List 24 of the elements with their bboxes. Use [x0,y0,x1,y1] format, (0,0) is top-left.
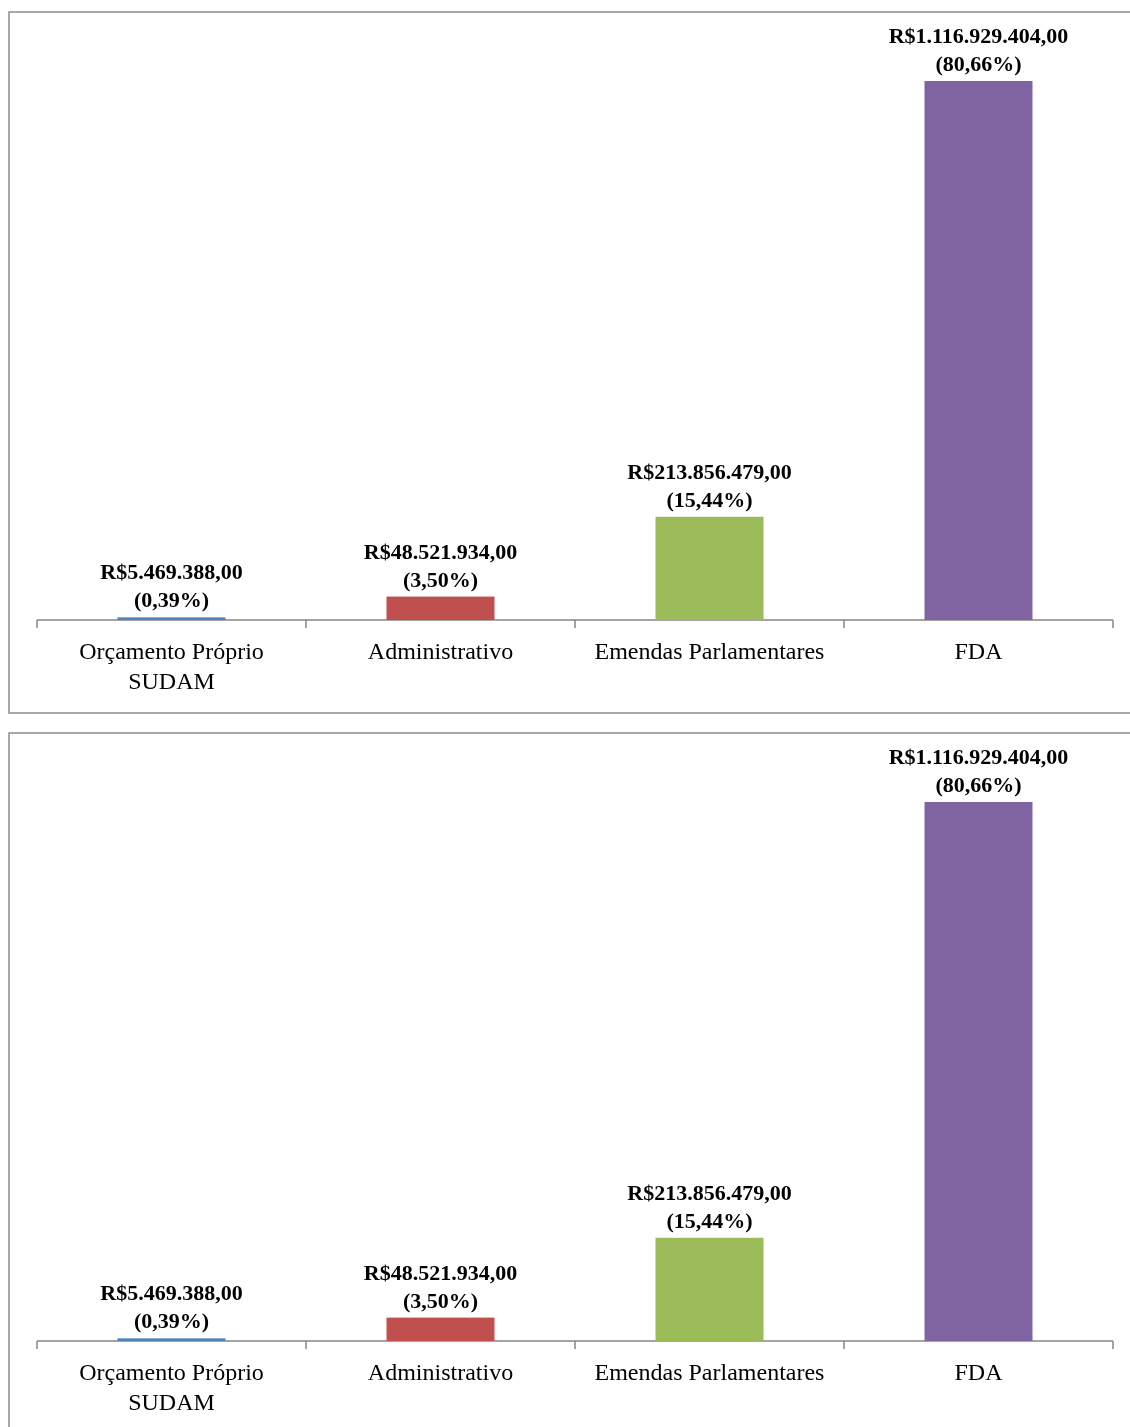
bar [924,81,1033,620]
x-tick-label: Administrativo [367,638,514,664]
data-label: R$5.469.388,00 (0,39%) [100,1280,243,1334]
x-tick-label: Emendas Parlamentares [594,638,825,664]
bar [386,596,495,620]
data-label: R$48.521.934,00 (3,50%) [363,538,518,592]
bar [924,802,1033,1341]
x-tick-label: Orçamento Próprio SUDAM [79,638,264,694]
data-label: R$48.521.934,00 (3,50%) [363,1259,518,1313]
bar [386,1317,495,1341]
bar [117,617,226,620]
x-tick-label: Emendas Parlamentares [594,1359,825,1385]
x-tick-label: Administrativo [367,1359,514,1385]
data-label: R$213.856.479,00 (15,44%) [627,458,792,512]
bar [655,1237,764,1341]
data-label: R$1.116.929.404,00 (80,66%) [888,744,1069,797]
data-label: R$213.856.479,00 (15,44%) [627,1179,792,1233]
x-tick-label: Orçamento Próprio SUDAM [79,1359,264,1415]
bar [117,1338,226,1341]
x-tick-label: FDA [954,638,1004,664]
x-tick-label: FDA [954,1359,1004,1385]
bar [655,516,764,620]
data-label: R$1.116.929.404,00 (80,66%) [888,23,1069,76]
data-label: R$5.469.388,00 (0,39%) [100,559,243,613]
